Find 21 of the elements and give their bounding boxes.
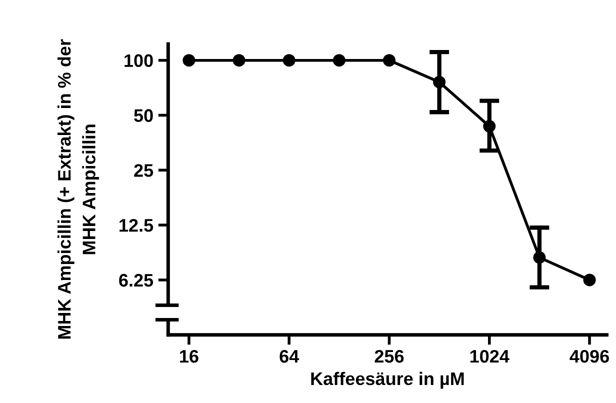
x-tick-label: 256 <box>374 350 404 363</box>
x-tick-label: 4096 <box>570 350 609 363</box>
y-tick-label: 100 <box>124 54 153 68</box>
point <box>433 76 446 88</box>
point <box>382 54 396 67</box>
y-tick-label: 6.25 <box>119 274 154 287</box>
point <box>332 54 346 67</box>
x-tick-label: 1024 <box>470 350 510 363</box>
x-axis-title: Kaffeesäure in µM <box>311 372 464 389</box>
point <box>533 251 546 264</box>
y-tick-label: 12.5 <box>120 219 154 232</box>
y-axis-title: MHK Ampicillin (+ Extrakt) in % der MHK Ampicillin <box>57 39 99 339</box>
y-tick-label: 50 <box>134 109 153 122</box>
y-tick-label: 25 <box>134 164 154 177</box>
point <box>232 54 246 67</box>
point <box>483 120 496 133</box>
x-tick-label: 64 <box>280 350 300 363</box>
point <box>182 54 196 67</box>
point <box>282 54 296 67</box>
x-tick-label: 16 <box>180 350 198 363</box>
point <box>583 274 596 286</box>
